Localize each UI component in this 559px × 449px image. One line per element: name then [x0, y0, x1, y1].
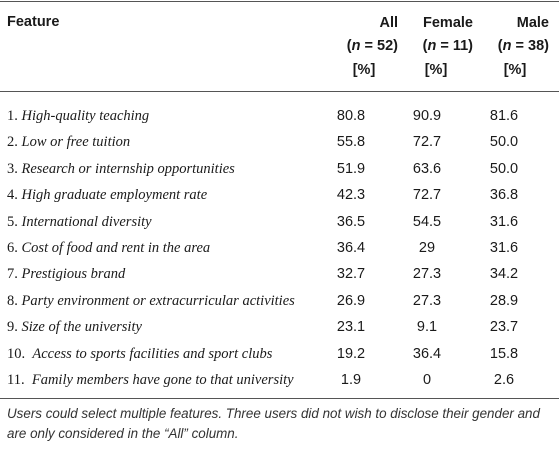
female-value-cell: 54.5 — [412, 213, 442, 230]
female-value-cell: 72.7 — [412, 187, 442, 204]
all-value-cell: 55.8 — [336, 134, 366, 151]
female-value-cell: 29 — [418, 240, 436, 256]
female-value-cell: 27.3 — [412, 292, 442, 309]
male-value-cell: 28.9 — [489, 292, 519, 309]
header-female-name: Female — [423, 15, 473, 31]
feature-cell: 5. International diversity — [7, 209, 152, 235]
feature-number: 10. — [7, 345, 26, 362]
header-all-n-value: = 52) — [364, 38, 398, 54]
female-value-cell: 36.4 — [412, 345, 442, 362]
feature-cell: 1. High-quality teaching — [7, 103, 149, 129]
feature-text: Prestigious brand — [21, 266, 126, 283]
female-value-cell: 72.7 — [412, 134, 442, 151]
male-value-cell: 31.6 — [489, 213, 519, 230]
all-value-cell: 23.1 — [336, 319, 366, 336]
table-row: 10. Access to sports facilities and spor… — [0, 341, 559, 367]
feature-text: Party environment or extracurricular act… — [21, 292, 295, 309]
header-male-n: (n = 38) — [497, 38, 549, 54]
feature-number: 3. — [7, 160, 18, 177]
male-value-cell: 23.7 — [489, 319, 519, 336]
male-value-cell: 50.0 — [489, 134, 519, 151]
table-row: 1. High-quality teaching 80.8 90.9 81.6 — [0, 103, 559, 129]
table-row: 7. Prestigious brand 32.7 27.3 34.2 — [0, 261, 559, 287]
female-value-cell: 0 — [422, 372, 432, 388]
feature-cell: 3. Research or internship opportunities — [7, 156, 235, 182]
feature-cell: 2. Low or free tuition — [7, 129, 130, 155]
feature-cell: 6. Cost of food and rent in the area — [7, 235, 210, 261]
all-value-cell: 19.2 — [336, 345, 366, 362]
all-value-cell: 80.8 — [336, 108, 366, 124]
feature-number: 2. — [7, 134, 18, 151]
female-value-cell: 27.3 — [412, 266, 442, 283]
feature-number: 6. — [7, 240, 18, 256]
header-all-name: All — [379, 15, 398, 31]
table-row: 9. Size of the university 23.1 9.1 23.7 — [0, 314, 559, 340]
all-value-cell: 26.9 — [336, 292, 366, 309]
feature-number: 8. — [7, 292, 18, 309]
female-value-cell: 9.1 — [416, 319, 438, 336]
all-value-cell: 36.4 — [336, 240, 366, 256]
table-footnote: Users could select multiple features. Th… — [7, 406, 540, 441]
feature-text: Cost of food and rent in the area — [21, 240, 211, 256]
male-value-cell: 15.8 — [489, 345, 519, 362]
all-value-cell: 1.9 — [340, 372, 362, 388]
feature-cell: 4. High graduate employment rate — [7, 182, 207, 208]
feature-text: Research or internship opportunities — [21, 160, 235, 177]
all-value-cell: 36.5 — [336, 213, 366, 230]
feature-text: Low or free tuition — [21, 134, 131, 151]
feature-cell: 8. Party environment or extracurricular … — [7, 288, 295, 314]
table-row: 11. Family members have gone to that uni… — [0, 367, 559, 393]
table-row: 4. High graduate employment rate 42.3 72.7… — [0, 182, 559, 208]
male-value-cell: 36.8 — [489, 187, 519, 204]
table-bottom-rule — [0, 398, 559, 399]
table-row: 8. Party environment or extracurricular … — [0, 288, 559, 314]
table-header-rule — [0, 91, 559, 92]
female-value-cell: 90.9 — [412, 108, 442, 124]
feature-number: 1. — [7, 108, 18, 124]
feature-text: Access to sports facilities and sport cl… — [32, 345, 273, 362]
table-row: 2. Low or free tuition 55.8 72.7 50.0 — [0, 129, 559, 155]
header-female-n: (n = 11) — [422, 38, 473, 54]
feature-cell: 11. Family members have gone to that uni… — [7, 367, 294, 393]
female-value-cell: 63.6 — [412, 160, 442, 177]
feature-number: 11. — [7, 372, 25, 388]
feature-number: 7. — [7, 266, 18, 283]
header-all-n: (n = 52) — [346, 38, 398, 54]
header-female-unit: [%] — [424, 62, 448, 78]
header-all-n-label: n — [351, 38, 361, 54]
feature-text: Size of the university — [21, 319, 142, 336]
header-male-unit: [%] — [503, 62, 527, 78]
feature-cell: 7. Prestigious brand — [7, 261, 125, 287]
feature-number: 5. — [7, 213, 18, 230]
male-value-cell: 50.0 — [489, 160, 519, 177]
table-row: 6. Cost of food and rent in the area 36.4… — [0, 235, 559, 261]
feature-text: Family members have gone to that univers… — [31, 372, 294, 388]
feature-text: High graduate employment rate — [21, 187, 208, 204]
male-value-cell: 34.2 — [489, 266, 519, 283]
male-value-cell: 2.6 — [493, 372, 515, 388]
all-value-cell: 51.9 — [336, 160, 366, 177]
feature-number: 4. — [7, 187, 18, 204]
male-value-cell: 31.6 — [489, 240, 519, 256]
header-male-n-value: = 38) — [515, 38, 549, 54]
feature-cell: 9. Size of the university — [7, 314, 142, 340]
all-value-cell: 32.7 — [336, 266, 366, 283]
header-all-unit: [%] — [352, 62, 376, 78]
table-row: 3. Research or internship opportunities 5… — [0, 156, 559, 182]
header-male-n-label: n — [502, 38, 512, 54]
feature-text: International diversity — [21, 213, 152, 230]
male-value-cell: 81.6 — [489, 108, 519, 124]
header-female-n-value: = 11) — [440, 38, 473, 54]
header-female-n-label: n — [427, 38, 437, 54]
feature-number: 9. — [7, 319, 18, 336]
feature-cell: 10. Access to sports facilities and spor… — [7, 341, 272, 367]
header-feature: Feature — [7, 14, 60, 30]
header-male-name: Male — [516, 15, 549, 31]
all-value-cell: 42.3 — [336, 187, 366, 204]
table-top-rule — [0, 1, 559, 2]
table-row: 5. International diversity 36.5 54.5 31.6 — [0, 209, 559, 235]
feature-text: High-quality teaching — [21, 108, 150, 124]
